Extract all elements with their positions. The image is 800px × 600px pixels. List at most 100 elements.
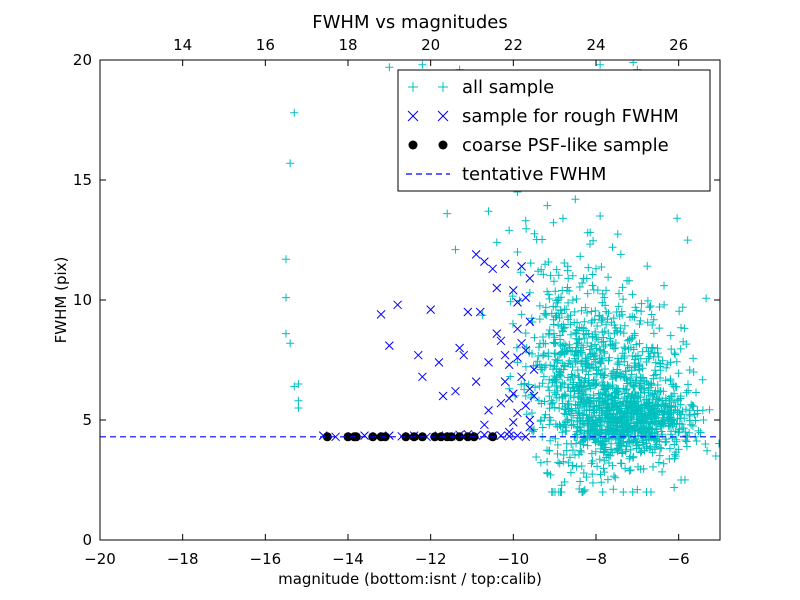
all-sample-point bbox=[599, 448, 608, 457]
all-sample-point bbox=[623, 276, 632, 285]
all-sample-point bbox=[550, 403, 559, 412]
all-sample-point bbox=[543, 468, 552, 477]
all-sample-point bbox=[641, 401, 650, 410]
all-sample-point bbox=[624, 345, 633, 354]
all-sample-point bbox=[566, 330, 575, 339]
all-sample-point bbox=[629, 425, 638, 434]
all-sample-point bbox=[290, 382, 299, 391]
x-tick-label: −12 bbox=[415, 550, 447, 568]
all-sample-point bbox=[597, 318, 606, 327]
all-sample-point bbox=[579, 329, 588, 338]
all-sample-point bbox=[624, 389, 633, 398]
all-sample-point bbox=[564, 298, 573, 307]
all-sample-point bbox=[705, 405, 714, 414]
all-sample-point bbox=[617, 413, 626, 422]
all-sample-point bbox=[619, 295, 628, 304]
all-sample-point bbox=[578, 488, 587, 496]
all-sample-point bbox=[602, 411, 611, 420]
all-sample-point bbox=[527, 426, 536, 435]
all-sample-point bbox=[538, 235, 547, 244]
all-sample-point bbox=[616, 372, 625, 381]
all-sample-point bbox=[600, 468, 609, 477]
all-sample-point bbox=[621, 344, 630, 353]
rough-fwhm-sample-point bbox=[525, 422, 535, 432]
all-sample-point bbox=[645, 352, 654, 361]
x-tick-label: −14 bbox=[332, 550, 364, 568]
all-sample-point bbox=[595, 311, 604, 320]
all-sample-point bbox=[656, 359, 665, 368]
all-sample-point bbox=[614, 435, 623, 444]
all-sample-point bbox=[555, 331, 564, 340]
all-sample-point bbox=[521, 329, 530, 338]
all-sample-point bbox=[675, 408, 684, 417]
all-sample-point bbox=[540, 309, 549, 318]
all-sample-point bbox=[647, 405, 656, 414]
all-sample-point bbox=[646, 349, 655, 358]
all-sample-point bbox=[589, 406, 598, 415]
all-sample-point bbox=[579, 469, 588, 478]
all-sample-point bbox=[587, 318, 596, 327]
all-sample-point bbox=[654, 458, 663, 467]
all-sample-point bbox=[554, 271, 563, 280]
all-sample-point bbox=[671, 402, 680, 411]
all-sample-point bbox=[605, 405, 614, 414]
all-sample-point bbox=[597, 262, 606, 271]
rough-fwhm-sample-point bbox=[500, 259, 510, 269]
all-sample-point bbox=[478, 311, 487, 320]
all-sample-point bbox=[539, 351, 548, 360]
all-sample-point bbox=[564, 315, 573, 324]
all-sample-point bbox=[294, 404, 303, 412]
all-sample-point bbox=[539, 270, 548, 279]
all-sample-point bbox=[672, 357, 681, 366]
all-sample-point bbox=[577, 306, 586, 315]
all-sample-point bbox=[687, 400, 696, 409]
all-sample-point bbox=[657, 427, 666, 436]
all-sample-point bbox=[550, 362, 559, 371]
all-sample-point bbox=[612, 425, 621, 434]
y-tick-label: 10 bbox=[73, 291, 92, 309]
rough-fwhm-sample-point bbox=[451, 386, 460, 396]
all-sample-point bbox=[623, 336, 632, 345]
legend-markers bbox=[406, 82, 450, 175]
all-sample-point bbox=[599, 333, 608, 342]
all-sample-point bbox=[516, 268, 525, 277]
all-sample-point bbox=[598, 289, 607, 298]
all-sample-point bbox=[666, 331, 675, 340]
all-sample-point bbox=[542, 311, 551, 320]
all-sample-point bbox=[638, 438, 647, 447]
all-sample-point bbox=[581, 376, 590, 385]
all-sample-point bbox=[557, 488, 566, 496]
legend-label-all-sample: all sample bbox=[462, 77, 554, 98]
all-sample-point bbox=[549, 320, 558, 329]
all-sample-point bbox=[573, 366, 582, 375]
all-sample-point bbox=[552, 390, 561, 399]
all-sample-point bbox=[685, 365, 694, 374]
top-x-tick-label: 20 bbox=[421, 36, 440, 54]
all-sample-point bbox=[385, 63, 394, 72]
all-sample-point bbox=[644, 433, 653, 442]
all-sample-point bbox=[550, 333, 559, 342]
all-sample-point bbox=[679, 337, 688, 346]
all-sample-point bbox=[603, 475, 612, 484]
all-sample-point bbox=[567, 370, 576, 379]
all-sample-point bbox=[687, 420, 696, 429]
legend-frame bbox=[397, 69, 711, 192]
all-sample-point bbox=[588, 470, 597, 479]
all-sample-point bbox=[627, 391, 636, 400]
all-sample-point bbox=[553, 356, 562, 365]
all-sample-point bbox=[560, 380, 569, 389]
all-sample-point bbox=[573, 401, 582, 410]
rough-fwhm-sample-point bbox=[521, 346, 531, 355]
all-sample-point bbox=[643, 318, 652, 327]
all-sample-point bbox=[608, 448, 617, 457]
all-sample-point bbox=[572, 462, 581, 471]
all-sample-point bbox=[632, 437, 641, 446]
rough-fwhm-sample-point bbox=[480, 420, 489, 430]
all-sample-point bbox=[593, 321, 602, 330]
all-sample-point bbox=[620, 357, 629, 366]
all-sample-point bbox=[508, 319, 517, 328]
all-sample-point bbox=[618, 310, 627, 319]
rough-fwhm-sample-point bbox=[475, 307, 485, 317]
all-sample-point bbox=[649, 462, 658, 471]
all-sample-point bbox=[590, 408, 599, 417]
